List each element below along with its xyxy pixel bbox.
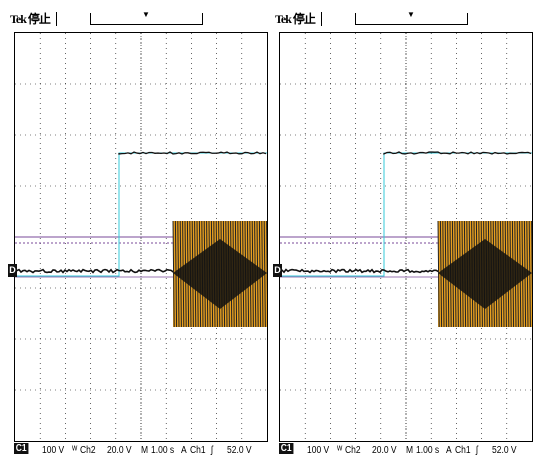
record-position-marker: ▼	[407, 10, 415, 19]
scope-header: Tek 停止 ▼	[8, 6, 266, 30]
trigger-channel: Ch1	[190, 445, 206, 456]
channel-tag: C1	[279, 443, 293, 454]
ch1-scale: 100 V	[307, 445, 329, 456]
timebase-value: 1.00 s	[416, 445, 439, 456]
waveform-svg	[15, 33, 267, 441]
ch1-baseline-trace	[15, 270, 175, 273]
channel-tag: C1	[14, 443, 28, 454]
header-divider	[321, 12, 322, 26]
scope-status-label: Tek 停止	[10, 10, 50, 27]
bandwidth-icon: ᵂ	[337, 445, 342, 456]
timebase-label: M	[406, 445, 413, 456]
record-bar-right	[467, 13, 468, 25]
ch2-high-level	[119, 152, 266, 154]
trigger-source-label: A	[181, 445, 187, 456]
waveform-svg	[280, 33, 532, 441]
ch1-baseline-trace	[280, 270, 440, 273]
ch2-label: Ch2	[80, 445, 96, 456]
status-bar: C1 100 V ᵂ Ch2 20.0 V M 1.00 s A Ch1 ʃ 5…	[14, 442, 266, 458]
trigger-source-label: A	[446, 445, 452, 456]
ground-reference-marker: D	[273, 264, 282, 277]
header-divider	[56, 12, 57, 26]
ch2-scale: 20.0 V	[372, 445, 397, 456]
record-bar	[355, 24, 467, 25]
trigger-channel: Ch1	[455, 445, 471, 456]
waveform-display[interactable]	[279, 32, 533, 442]
ch2-scale: 20.0 V	[107, 445, 132, 456]
timebase-label: M	[141, 445, 148, 456]
ch2-label: Ch2	[345, 445, 361, 456]
record-position-marker: ▼	[142, 10, 150, 19]
waveform-display[interactable]	[14, 32, 268, 442]
trigger-level: 52.0 V	[492, 445, 517, 456]
trigger-slope-icon: ʃ	[476, 445, 478, 456]
record-bar-right	[202, 13, 203, 25]
bandwidth-icon: ᵂ	[72, 445, 77, 456]
ground-reference-marker: D	[8, 264, 17, 277]
record-bar	[90, 24, 202, 25]
status-bar: C1 100 V ᵂ Ch2 20.0 V M 1.00 s A Ch1 ʃ 5…	[279, 442, 531, 458]
oscilloscope-left: Tek 停止 ▼ D C1 100 V ᵂ Ch2 20.0 V M 1.00 …	[8, 0, 266, 459]
trigger-level: 52.0 V	[227, 445, 252, 456]
ch1-scale: 100 V	[42, 445, 64, 456]
timebase-value: 1.00 s	[151, 445, 174, 456]
scope-header: Tek 停止 ▼	[273, 6, 531, 30]
oscilloscope-right: Tek 停止 ▼ D C1 100 V ᵂ Ch2 20.0 V M 1.00 …	[273, 0, 531, 459]
trigger-slope-icon: ʃ	[211, 445, 213, 456]
scope-status-label: Tek 停止	[275, 10, 315, 27]
